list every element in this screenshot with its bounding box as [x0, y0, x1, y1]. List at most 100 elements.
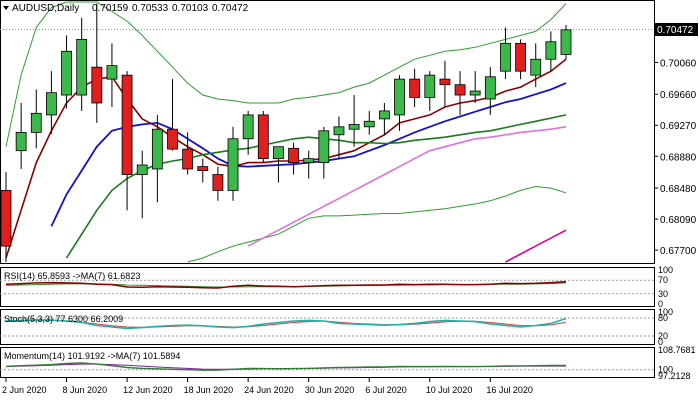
candle-body [439, 78, 451, 86]
candle-body [378, 110, 390, 120]
candle [212, 166, 224, 201]
symbol-header: AUDUSD,Daily 0.70159 0.70533 0.70103 0.7… [3, 3, 249, 14]
price-tick-label: 0.67700 [660, 246, 697, 257]
candle-body [530, 58, 542, 76]
candle [333, 116, 345, 159]
candle [136, 150, 148, 219]
candle [454, 71, 466, 115]
stoch-tick-label: 0 [658, 337, 663, 347]
candle [515, 39, 526, 80]
current-price-tag: 0.70472 [655, 23, 698, 36]
momentum-tick-label: 100 [658, 365, 673, 375]
close-value: 0.70472 [212, 3, 249, 14]
rsi-pane[interactable] [0, 267, 655, 307]
stoch-series-layer [0, 317, 654, 337]
time-tick-label: 2 Jun 2020 [2, 385, 47, 395]
current-price-value: 0.70472 [657, 25, 694, 36]
rsi-label: RSI(14) 65.8593 ->MA(7) 61.6823 [4, 271, 140, 281]
time-tick-label: 12 Jun 2020 [123, 385, 173, 395]
candle-body [454, 84, 466, 96]
candle [318, 126, 330, 179]
time-tick-label: 18 Jun 2020 [184, 385, 234, 395]
candle-body [242, 114, 254, 140]
candle-body [333, 126, 345, 136]
time-tick-label: 24 Jun 2020 [244, 385, 294, 395]
candle-body [363, 120, 375, 128]
rsi-tick-label: 70 [658, 275, 668, 285]
rsi-tick-label: 0 [658, 299, 663, 309]
momentum-pane[interactable] [0, 347, 655, 378]
overlay-ma_red_long [505, 229, 567, 263]
candle [61, 35, 72, 109]
momentum-tick-label: 108.7681 [658, 345, 696, 355]
candle [363, 110, 375, 135]
candle-body [545, 41, 557, 60]
rsi-tick-label: 100 [658, 265, 673, 275]
stoch-main-line [5, 317, 567, 330]
high-value: 0.70533 [132, 3, 169, 14]
candle-body [424, 74, 436, 98]
candle-body [182, 148, 194, 170]
stoch-tick-label: 20 [658, 331, 668, 341]
candle [121, 71, 133, 211]
candle [182, 132, 194, 175]
dropdown-triangle-icon[interactable] [3, 6, 9, 10]
candle-body [257, 114, 269, 160]
candle [151, 114, 163, 203]
candle-body [394, 78, 405, 116]
candles-layer [0, 3, 572, 262]
candle-body [212, 174, 224, 191]
candle-body [76, 38, 88, 96]
stoch-label: Stoch(5,3,3) 77.6300 66.2009 [4, 314, 123, 324]
rsi-tick-label: 30 [658, 289, 668, 299]
candle [484, 67, 496, 115]
price-tick-label: 0.70060 [660, 58, 697, 69]
price-tick-label: 0.69270 [660, 121, 697, 132]
overlay-bb_lower [187, 185, 567, 263]
candle [273, 146, 284, 183]
candle-body [288, 147, 299, 164]
candle [91, 3, 103, 123]
candle-body [273, 146, 284, 160]
stoch-tick-label: 80 [658, 313, 668, 323]
price-tick-label: 0.68090 [660, 215, 697, 226]
candle-body [469, 90, 481, 96]
symbol-label: AUDUSD,Daily [12, 3, 79, 14]
candle [303, 150, 315, 179]
price-tick-label: 0.68480 [660, 184, 697, 195]
candle [500, 27, 511, 80]
candle [545, 31, 557, 72]
candle [106, 43, 118, 107]
candle [257, 110, 269, 163]
candle-body [46, 92, 57, 116]
candle-body [500, 42, 511, 72]
candle-body [121, 74, 133, 175]
candle [469, 71, 481, 103]
candle-body [484, 76, 496, 100]
candle [30, 89, 42, 149]
candle [0, 172, 12, 262]
momentum-series-layer [0, 362, 654, 371]
candle-body [409, 78, 421, 98]
time-tick-label: 10 Jul 2020 [426, 385, 473, 395]
low-value: 0.70103 [172, 3, 209, 14]
candle [530, 43, 542, 88]
candle [409, 68, 421, 107]
price-tick-label: 0.69660 [660, 90, 697, 101]
candle-body [227, 138, 239, 191]
candle [227, 126, 239, 201]
candle-body [318, 130, 330, 164]
candle [197, 158, 209, 183]
open-value: 0.70159 [92, 3, 129, 14]
candle [378, 102, 390, 135]
candle-body [348, 124, 360, 130]
time-tick-label: 16 Jul 2020 [486, 385, 533, 395]
candle-body [515, 42, 526, 72]
momentum-tick-label: 97.2128 [658, 371, 691, 381]
momentum-label: Momentum(14) 101.9192 ->MA(7) 101.5894 [4, 351, 180, 361]
time-tick-label: 8 Jun 2020 [63, 385, 108, 395]
candle [167, 79, 178, 151]
candle [348, 95, 360, 147]
